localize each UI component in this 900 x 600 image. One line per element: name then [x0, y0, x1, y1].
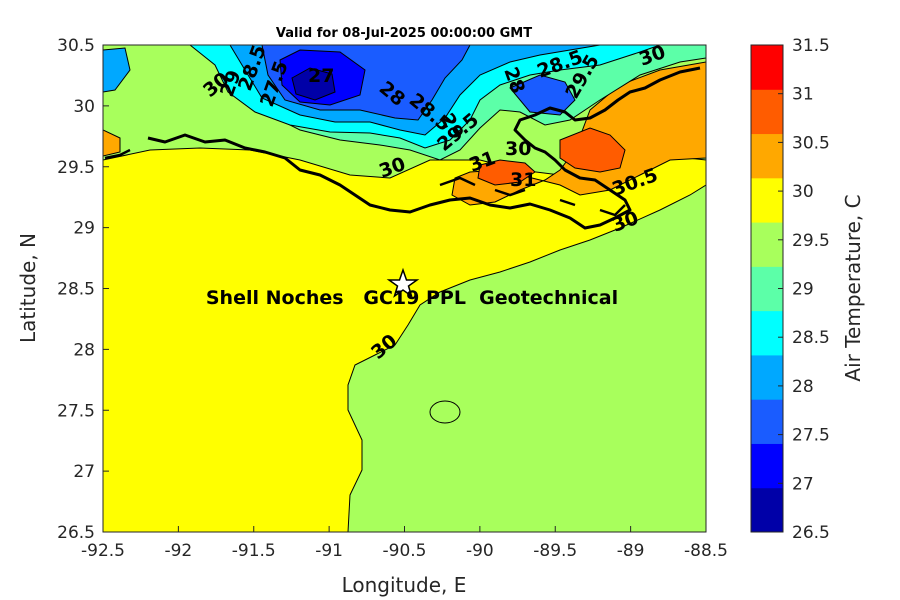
x-tick-label: -88.5 [684, 541, 728, 561]
y-tick-label: 30.5 [57, 36, 95, 56]
x-tick-label: -92 [164, 541, 192, 561]
band-green-southeast [347, 184, 706, 532]
y-tick-label: 30 [73, 97, 95, 117]
y-tick-label: 29.5 [57, 158, 95, 178]
colorbar-tick-label: 29 [792, 280, 814, 300]
x-axis-ticks: -92.5 -92 -91.5 -91 -90.5 -90 -89.5 -89 -88.5 [81, 526, 728, 561]
colorbar-tick-label: 27.5 [792, 426, 830, 446]
colorbar-tick-label: 28.5 [792, 328, 830, 348]
coastline [147, 66, 701, 230]
contour-label: 27 [308, 65, 334, 87]
colorbar-tick-label: 30 [792, 182, 814, 202]
x-tick-label: -91.5 [232, 541, 276, 561]
colorbar-tick-label: 28 [792, 377, 814, 397]
x-axis-label: Longitude, E [342, 573, 467, 597]
colorbar: 26.5 27 27.5 28 28.5 29 29.5 30 30.5 31 31.5 [750, 36, 830, 543]
colorbar-tick-label: 27 [792, 474, 814, 494]
colorbar-label: Air Temperature, C [841, 194, 865, 381]
colorbar-swatch [751, 45, 783, 90]
y-tick-label: 29 [73, 219, 95, 239]
contour-label: 31 [510, 169, 536, 191]
y-tick-label: 28.5 [57, 280, 95, 300]
colorbar-swatch [751, 266, 783, 312]
y-tick-label: 27 [73, 462, 95, 482]
site-label: Shell Noches GC19 PPL Geotechnical [206, 287, 618, 309]
x-tick-label: -91 [315, 541, 343, 561]
colorbar-swatch [751, 310, 783, 356]
site-marker [386, 267, 420, 298]
green-ellipse [429, 400, 461, 424]
colorbar-swatch [751, 487, 783, 533]
x-tick-label: -90 [466, 541, 494, 561]
colorbar-swatch [751, 443, 783, 489]
coastline-islands [104, 148, 626, 217]
x-tick-label: -89.5 [533, 541, 577, 561]
x-tick-label: -89 [617, 541, 645, 561]
plot-title: Valid for 08-Jul-2025 00:00:00 GMT [276, 26, 532, 41]
band-redorange-2 [477, 159, 536, 186]
band-265 [291, 67, 336, 101]
contour-map: 30 29 28.5 27.5 27 28 28.5 29 29.5 30 28… [103, 45, 706, 532]
colorbar-tick-label: 29.5 [792, 231, 830, 251]
colorbar-swatch [751, 89, 783, 135]
colorbar-swatch [751, 399, 783, 444]
y-axis-label: Latitude, N [16, 233, 40, 343]
x-tick-label: -90.5 [383, 541, 427, 561]
band-orange-west [103, 129, 121, 157]
colorbar-swatch [751, 354, 783, 400]
colorbar-tick-label: 31 [792, 85, 814, 105]
y-tick-label: 27.5 [57, 401, 95, 421]
y-tick-label: 26.5 [57, 523, 95, 543]
colorbar-swatch [751, 222, 783, 267]
contour-label: 30 [505, 138, 531, 160]
y-tick-label: 28 [73, 340, 95, 360]
colorbar-swatch [751, 177, 783, 223]
star-icon [386, 267, 420, 298]
colorbar-tick-label: 30.5 [792, 133, 830, 153]
band-redorange [559, 127, 626, 173]
colorbar-swatch [751, 133, 783, 179]
colorbar-tick-label: 31.5 [792, 36, 830, 56]
y-axis-ticks: 26.5 27 27.5 28 28.5 29 29.5 30 30.5 [57, 36, 109, 543]
x-tick-label: -92.5 [81, 541, 125, 561]
colorbar-tick-label: 26.5 [792, 523, 830, 543]
